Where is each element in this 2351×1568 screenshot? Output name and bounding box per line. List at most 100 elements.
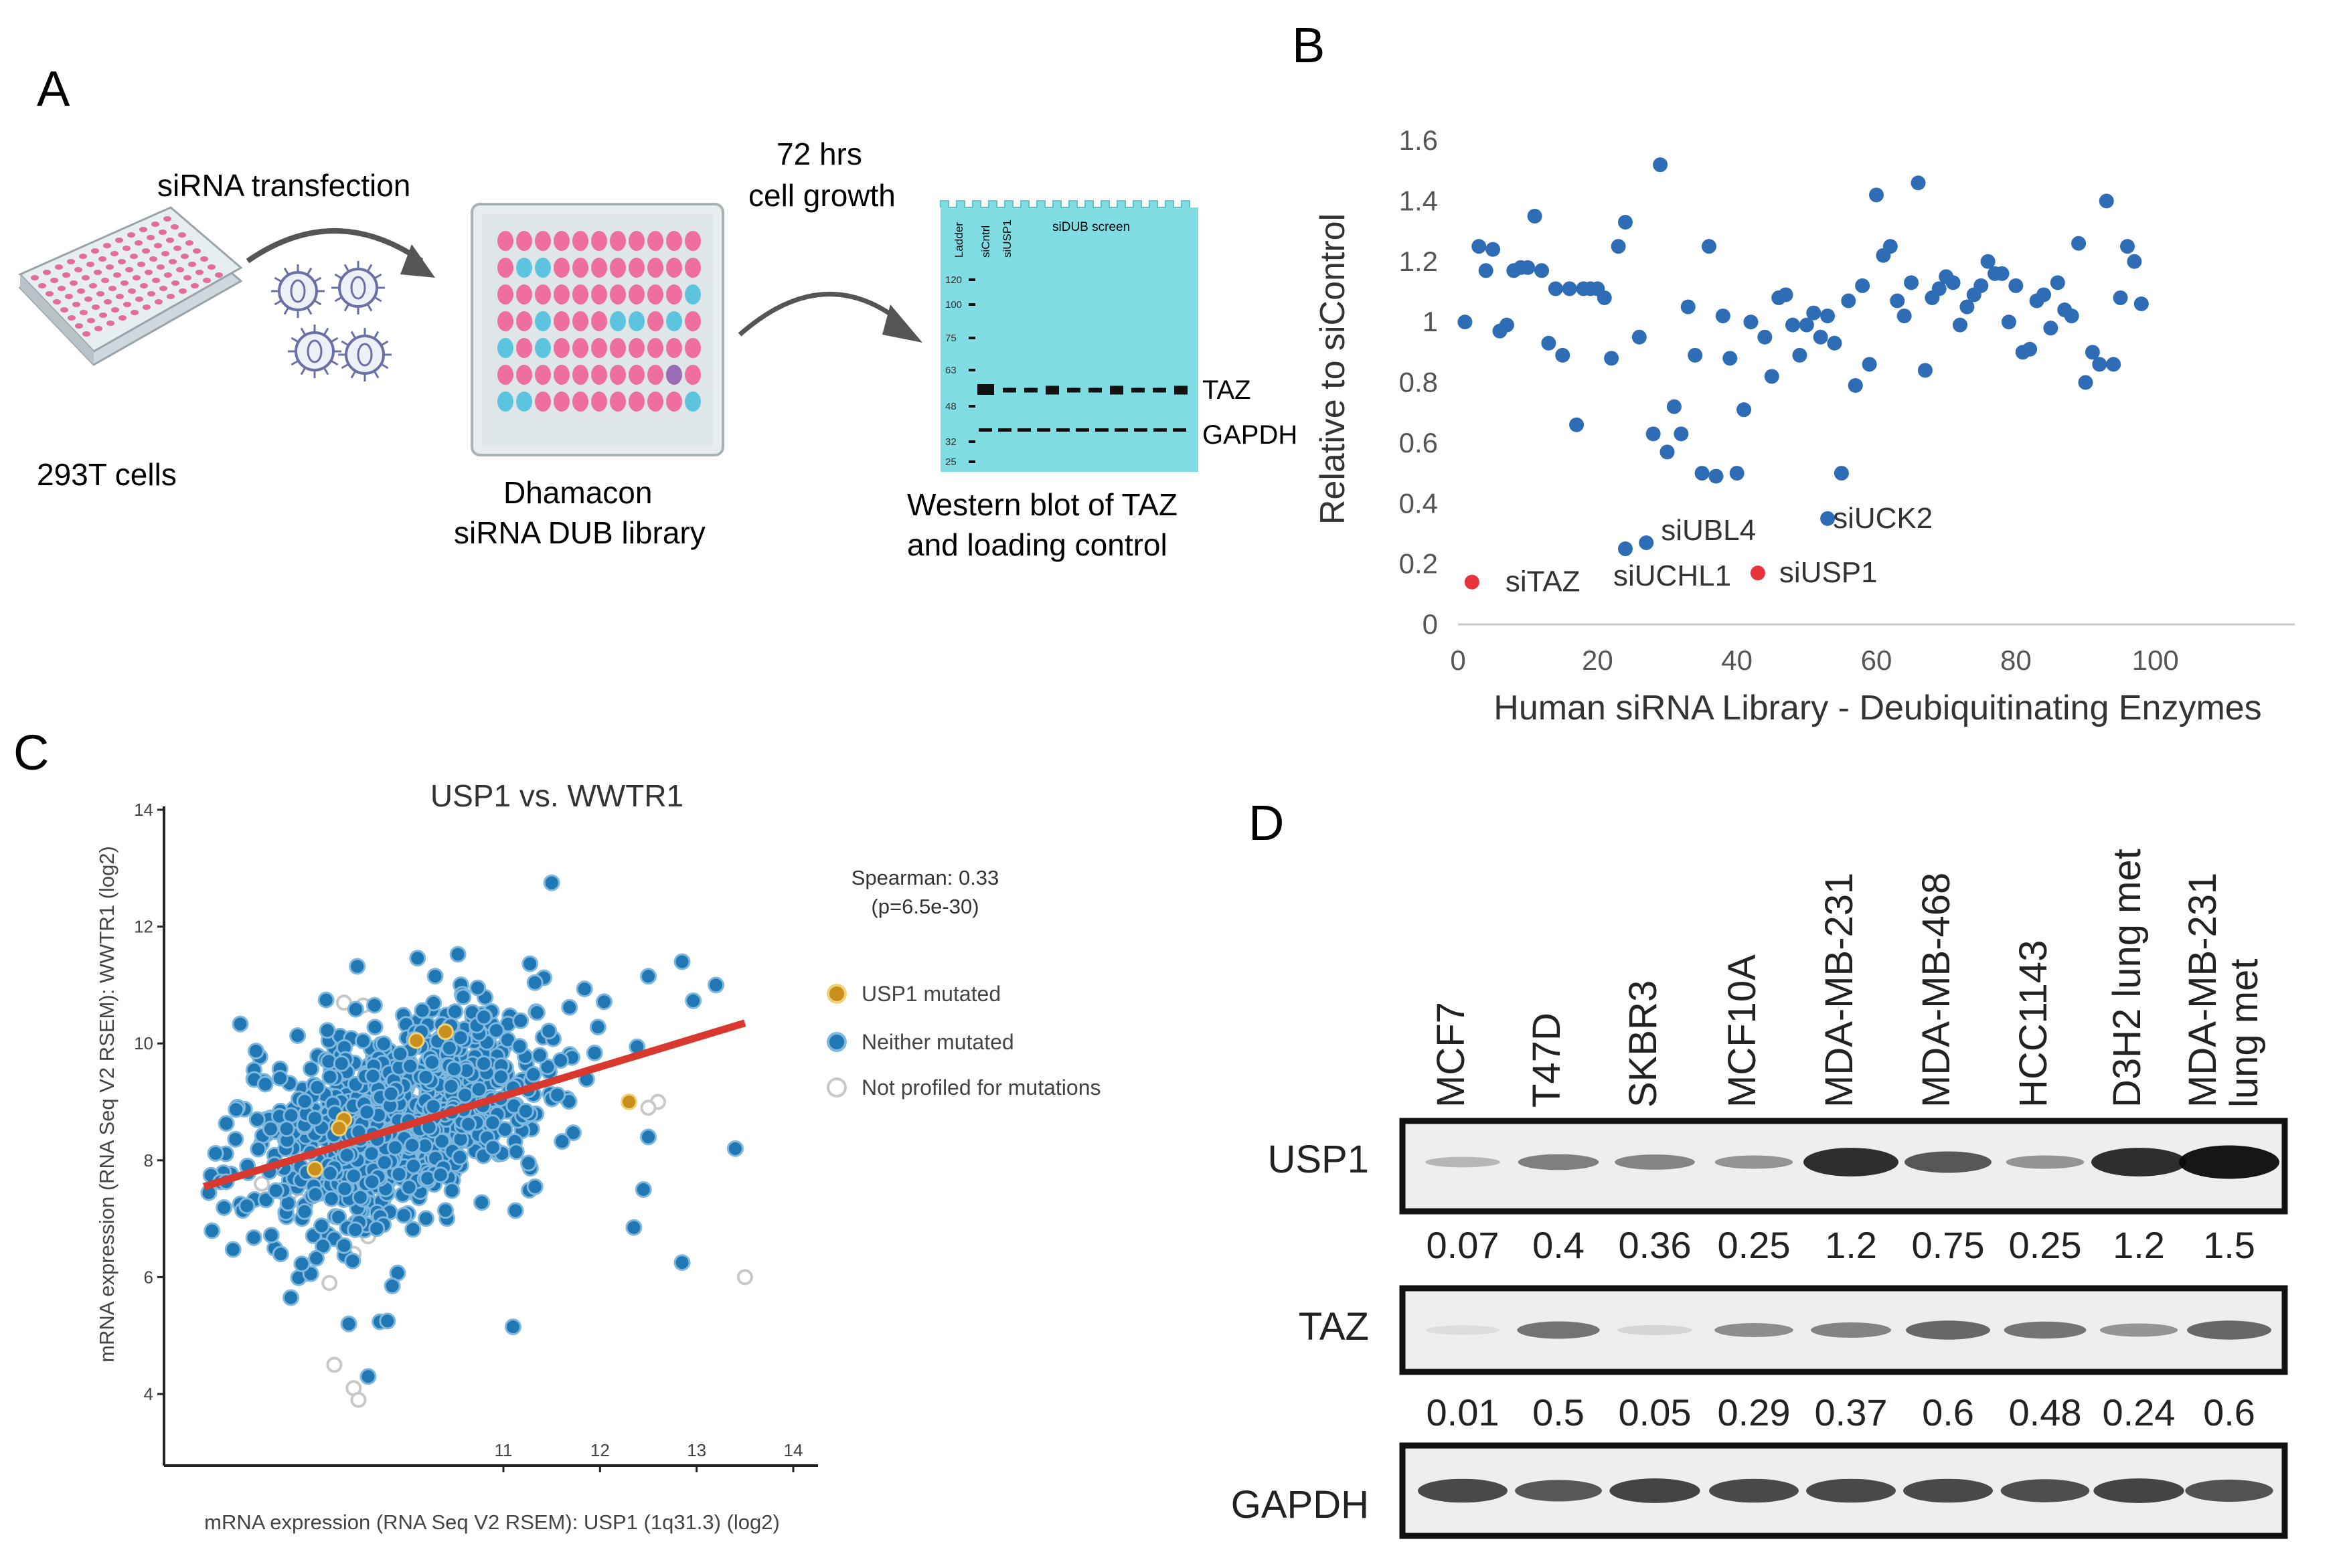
well: [110, 251, 118, 256]
data-point: [364, 1067, 382, 1085]
well: [38, 283, 46, 288]
library-well: [591, 258, 607, 278]
data-point: [549, 1086, 566, 1104]
data-point: [2127, 254, 2142, 269]
plate-293t-icon: [18, 206, 243, 366]
well: [181, 254, 189, 259]
well: [79, 254, 87, 259]
data-point: [1890, 293, 1905, 309]
blot-caption-1: Western blot of TAZ: [907, 487, 1178, 522]
y-axis-label: mRNA expression (RNA Seq V2 RSEM): WWTR1…: [95, 846, 118, 1363]
data-point: [457, 1086, 474, 1104]
data-point: [1855, 278, 1870, 293]
panel-c-letter: C: [13, 725, 49, 780]
labeled-point: [1820, 511, 1836, 526]
gapdh-band: [1037, 428, 1050, 432]
ladder-band: [969, 460, 975, 463]
data-point: [1904, 275, 1919, 290]
band-value: 0.29: [1718, 1391, 1791, 1433]
well: [86, 262, 94, 267]
blot-taz-label: TAZ: [1202, 375, 1251, 405]
blot-band: [1425, 1325, 1500, 1335]
virus-spike: [274, 276, 282, 283]
band-value: 1.5: [2203, 1224, 2255, 1266]
data-point: [1694, 466, 1710, 481]
well: [118, 315, 127, 321]
data-point: [359, 1368, 377, 1385]
unprofiled-point: [640, 1100, 657, 1116]
data-point: [1715, 309, 1730, 324]
arrow-growth: [738, 292, 902, 337]
library-well: [591, 231, 607, 251]
well: [135, 296, 143, 302]
y-tick-label: 14: [134, 800, 153, 820]
gapdh-band: [1173, 428, 1186, 432]
data-point: [238, 1197, 256, 1215]
data-point: [1792, 347, 1807, 363]
band-value: 0.05: [1619, 1391, 1692, 1433]
well: [149, 256, 157, 262]
data-point: [1994, 266, 2010, 281]
data-point: [1548, 281, 1563, 296]
data-point: [1757, 329, 1773, 345]
data-point: [470, 1081, 487, 1098]
library-well: [535, 231, 551, 251]
data-point: [405, 1157, 422, 1174]
data-point: [296, 1203, 313, 1220]
blot-band: [1418, 1478, 1508, 1503]
taz-band: [1174, 385, 1188, 395]
data-point: [366, 996, 383, 1014]
blot-band: [1517, 1321, 1600, 1339]
data-point: [1485, 242, 1501, 257]
library-well: [629, 391, 645, 412]
ladder-mark-label: 25: [945, 456, 957, 468]
data-point: [2078, 375, 2093, 390]
blot-caption-2: and loading control: [907, 527, 1167, 562]
data-point: [1806, 305, 1821, 321]
virus-spike: [283, 267, 290, 276]
data-point: [1896, 309, 1912, 324]
virus-spike: [300, 327, 307, 336]
unprofiled-point: [321, 1275, 338, 1292]
data-point: [307, 1110, 324, 1127]
labeled-point: [1464, 574, 1479, 590]
virus-icon: [331, 261, 385, 315]
band-value: 0.25: [1718, 1224, 1791, 1266]
point-label: siUCHL1: [1613, 559, 1731, 592]
ladder-band: [969, 278, 975, 281]
blot-screen-label: siDUB screen: [1052, 220, 1130, 234]
data-point: [2092, 357, 2107, 372]
data-point: [1708, 468, 1724, 484]
well: [65, 294, 73, 299]
library-well: [666, 365, 682, 385]
well: [147, 235, 155, 240]
data-point: [207, 1144, 224, 1162]
band-value: 0.36: [1619, 1224, 1692, 1266]
well: [130, 254, 138, 259]
data-point: [317, 991, 335, 1009]
virus-spike: [366, 264, 373, 272]
well: [72, 302, 80, 307]
data-point: [366, 1019, 384, 1036]
data-point: [423, 1053, 440, 1071]
legend-label: Not profiled for mutations: [862, 1075, 1101, 1100]
taz-band: [1088, 387, 1102, 393]
library-well: [591, 338, 607, 358]
well: [104, 299, 112, 304]
data-point: [540, 1023, 558, 1040]
well: [96, 291, 104, 296]
gapdh-band: [979, 428, 992, 432]
cell-line-label: MCF7: [1429, 1002, 1473, 1108]
data-point: [417, 1210, 434, 1227]
data-point: [1659, 444, 1675, 460]
library-plate-icon: [471, 203, 724, 456]
virus-spike: [313, 299, 322, 306]
gapdh-band: [998, 428, 1011, 432]
library-well: [497, 311, 513, 331]
blot-row-label: GAPDH: [1231, 1483, 1369, 1527]
data-point: [507, 1143, 525, 1160]
x-tick-label: 11: [495, 1440, 513, 1460]
data-point: [564, 1124, 582, 1142]
virus-spike: [343, 264, 350, 272]
data-point: [685, 992, 702, 1009]
